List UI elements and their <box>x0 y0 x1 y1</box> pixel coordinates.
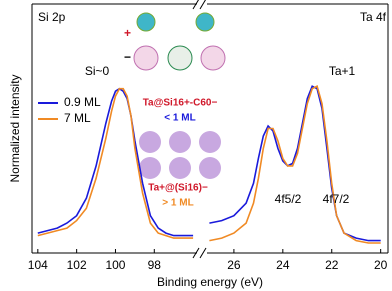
annotation: Ta+@(Si16)− <box>148 183 208 194</box>
annotation: Ta@Si16+-C60− <box>143 98 218 109</box>
spectrum-line <box>209 85 381 244</box>
cluster <box>199 131 221 153</box>
x-tick-label: 22 <box>325 258 339 272</box>
x-tick-label: 104 <box>28 258 48 272</box>
spectrum-line <box>37 87 194 239</box>
cluster <box>199 157 221 179</box>
cluster <box>195 12 215 32</box>
break-mark <box>199 0 206 10</box>
legend-label: 7 ML <box>64 111 91 125</box>
x-tick-label: 102 <box>67 258 87 272</box>
annotation: Ta+1 <box>329 64 356 78</box>
cluster <box>200 45 226 71</box>
cluster <box>139 131 161 153</box>
annotation: 4f7/2 <box>323 192 350 206</box>
inset-lower <box>139 131 221 179</box>
x-tick-label: 20 <box>374 258 388 272</box>
cluster <box>169 131 191 153</box>
minus-sign: − <box>124 50 131 64</box>
x-tick-label: 24 <box>276 258 290 272</box>
x-tick-label: 98 <box>148 258 162 272</box>
y-axis-label: Normalized intensity <box>8 74 22 182</box>
x-tick-label: 100 <box>105 258 125 272</box>
annotation: Si~0 <box>85 64 110 78</box>
annotation: > 1 ML <box>162 198 193 209</box>
cluster <box>136 12 156 32</box>
cluster <box>133 45 159 71</box>
legend-label: 0.9 ML <box>64 95 101 109</box>
annotation: < 1 ML <box>164 113 195 124</box>
annotation: 4f5/2 <box>275 192 302 206</box>
panel-title: Si 2p <box>38 10 66 24</box>
c60 <box>167 45 193 71</box>
break-mark <box>199 247 207 259</box>
spectrum-line <box>209 85 381 242</box>
plus-sign: + <box>124 26 131 40</box>
spectrum-line <box>37 87 194 237</box>
x-axis-label: Binding energy (eV) <box>157 275 263 289</box>
axis-break <box>192 0 207 259</box>
inset-upper: + − <box>124 12 226 71</box>
cluster <box>169 157 191 179</box>
x-tick-label: 26 <box>227 258 241 272</box>
cluster <box>139 157 161 179</box>
panel-title: Ta 4f <box>360 10 387 24</box>
